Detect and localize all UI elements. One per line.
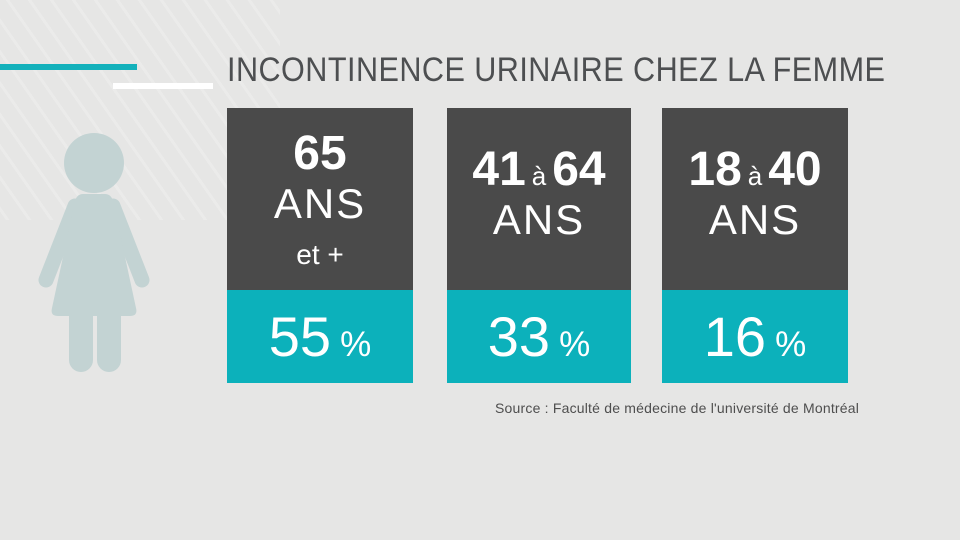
- percentage-value: 55: [268, 304, 332, 368]
- age-conjunction: à: [531, 161, 547, 191]
- age-number-from: 18: [688, 143, 742, 196]
- source-caption: Source : Faculté de médecine de l'univer…: [495, 400, 860, 416]
- stat-card-41-64: 41 à 64 ANS 33 %: [447, 108, 631, 383]
- age-number-from: 41: [472, 143, 526, 196]
- age-conjunction: à: [747, 161, 763, 191]
- percent-sign: %: [775, 324, 807, 364]
- stat-card-65-plus: 65 ANS et + 55 %: [227, 108, 413, 383]
- teal-accent-line: [0, 64, 137, 70]
- page-title: INCONTINENCE URINAIRE CHEZ LA FEMME: [227, 51, 886, 89]
- age-unit-ans: ANS: [492, 196, 586, 243]
- value-band: 33 %: [447, 290, 631, 383]
- stat-card-18-40: 18 à 40 ANS 16 %: [662, 108, 848, 383]
- age-unit-ans: ANS: [708, 196, 802, 243]
- percentage-value: 16: [703, 304, 767, 368]
- woman-pictogram-icon: [38, 133, 150, 372]
- age-label-65-plus: 65 ANS et +: [227, 108, 413, 290]
- age-label-18-40: 18 à 40 ANS: [662, 108, 848, 290]
- age-number-to: 40: [768, 143, 822, 196]
- age-number: 65: [293, 127, 347, 180]
- age-unit-ans: ANS: [273, 180, 367, 227]
- white-accent-line: [113, 83, 213, 89]
- value-band: 55 %: [227, 290, 413, 383]
- percent-sign: %: [340, 324, 372, 364]
- age-qualifier-et-plus: et +: [296, 239, 344, 270]
- percentage-value: 33: [487, 304, 551, 368]
- age-number-to: 64: [552, 143, 606, 196]
- percent-sign: %: [559, 324, 591, 364]
- value-band: 16 %: [662, 290, 848, 383]
- age-label-41-64: 41 à 64 ANS: [447, 108, 631, 290]
